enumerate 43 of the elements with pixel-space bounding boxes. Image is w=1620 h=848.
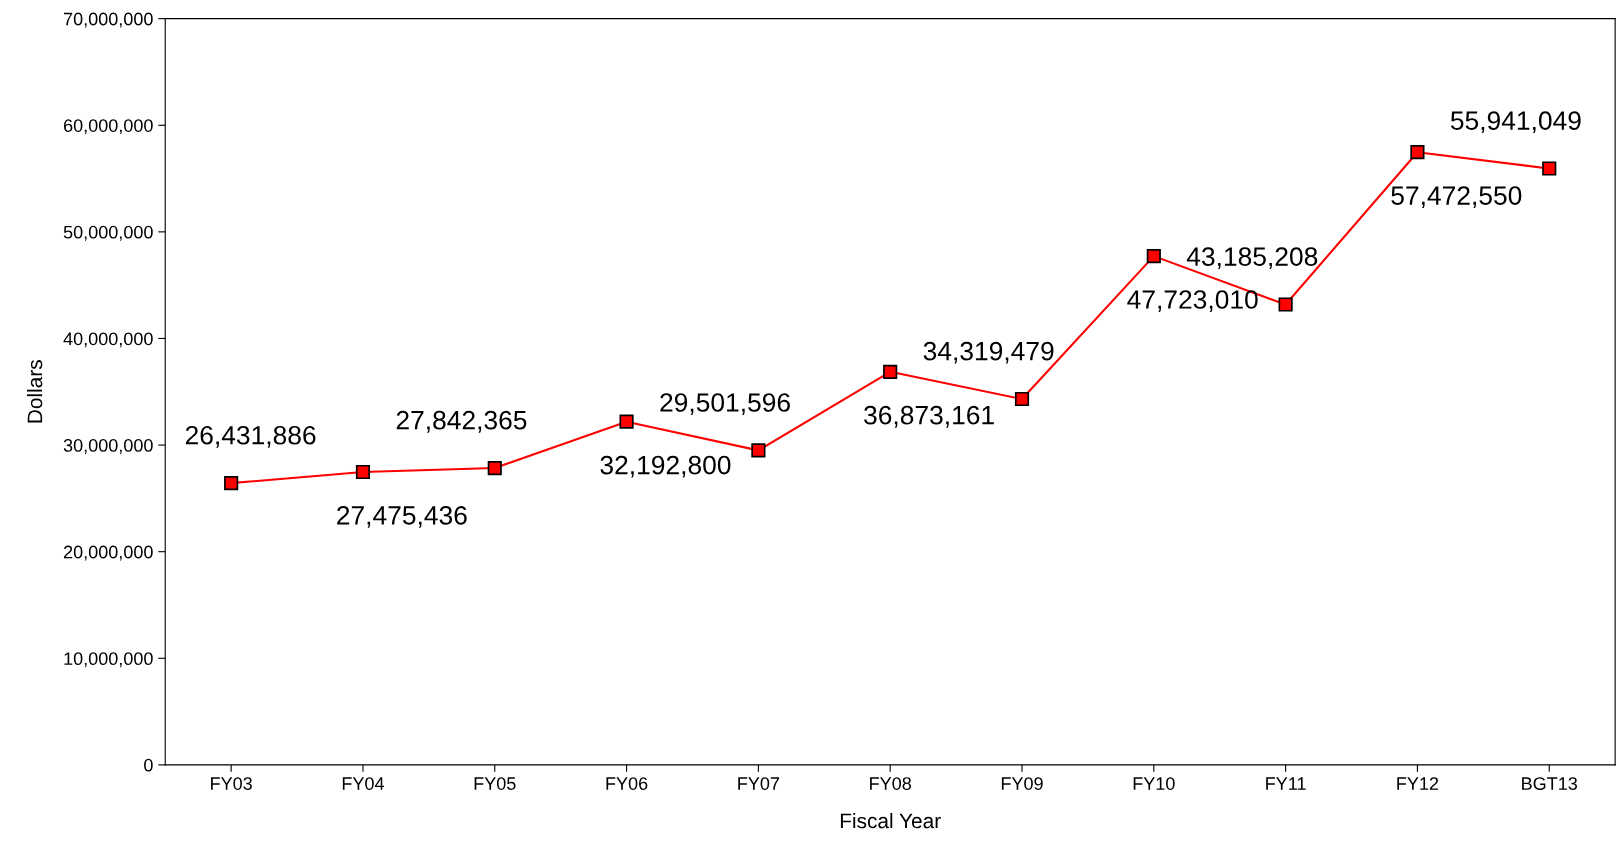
x-axis-title: Fiscal Year [840, 812, 941, 829]
x-tick-label: FY10 [1133, 777, 1175, 790]
data-label: 32,192,800 [600, 455, 731, 478]
y-tick-label: 10,000,000 [64, 652, 153, 668]
data-label: 36,873,161 [864, 405, 994, 428]
point [1542, 161, 1557, 176]
point [1410, 145, 1425, 160]
point [619, 414, 634, 429]
y-tick-label: 40,000,000 [63, 332, 153, 348]
point [1278, 297, 1293, 312]
x-tick-label: FY06 [606, 777, 648, 790]
x-tick-label: FY11 [1266, 777, 1306, 790]
y-tick-label: 20,000,000 [63, 545, 153, 561]
point [883, 364, 898, 379]
data-label: 47,723,010 [1127, 290, 1258, 312]
x-tick-label: FY03 [211, 777, 252, 790]
data-label: 34,319,479 [923, 341, 1054, 364]
point [751, 443, 766, 458]
y-axis-title: Dollars [26, 360, 43, 423]
y-tick-label: 60,000,000 [63, 119, 153, 135]
point [224, 476, 239, 491]
x-tick-label: FY12 [1397, 777, 1439, 790]
x-tick-label: FY08 [870, 777, 911, 790]
y-tick-label: 50,000,000 [63, 225, 153, 241]
point [487, 460, 502, 476]
x-tick-label: FY05 [474, 777, 516, 790]
y-tick-label: 0 [144, 758, 153, 772]
data-label: 27,475,436 [337, 506, 467, 528]
data-label: 55,941,049 [1450, 111, 1581, 134]
x-tick-label: FY07 [738, 777, 780, 790]
y-tick-label: 70,000,000 [64, 12, 153, 28]
data-label: 26,431,886 [185, 425, 316, 448]
data-label: 27,842,365 [396, 410, 527, 433]
point [1014, 391, 1030, 407]
data-label: 57,472,550 [1391, 186, 1522, 209]
data-label: 29,501,596 [660, 393, 790, 415]
point [1146, 249, 1161, 264]
point [355, 464, 371, 480]
x-tick-label: FY09 [1001, 777, 1043, 790]
y-tick-label: 30,000,000 [63, 439, 153, 454]
x-tick-label: BGT13 [1522, 777, 1578, 790]
data-label: 43,185,208 [1186, 247, 1318, 270]
x-tick-label: FY04 [342, 777, 384, 790]
